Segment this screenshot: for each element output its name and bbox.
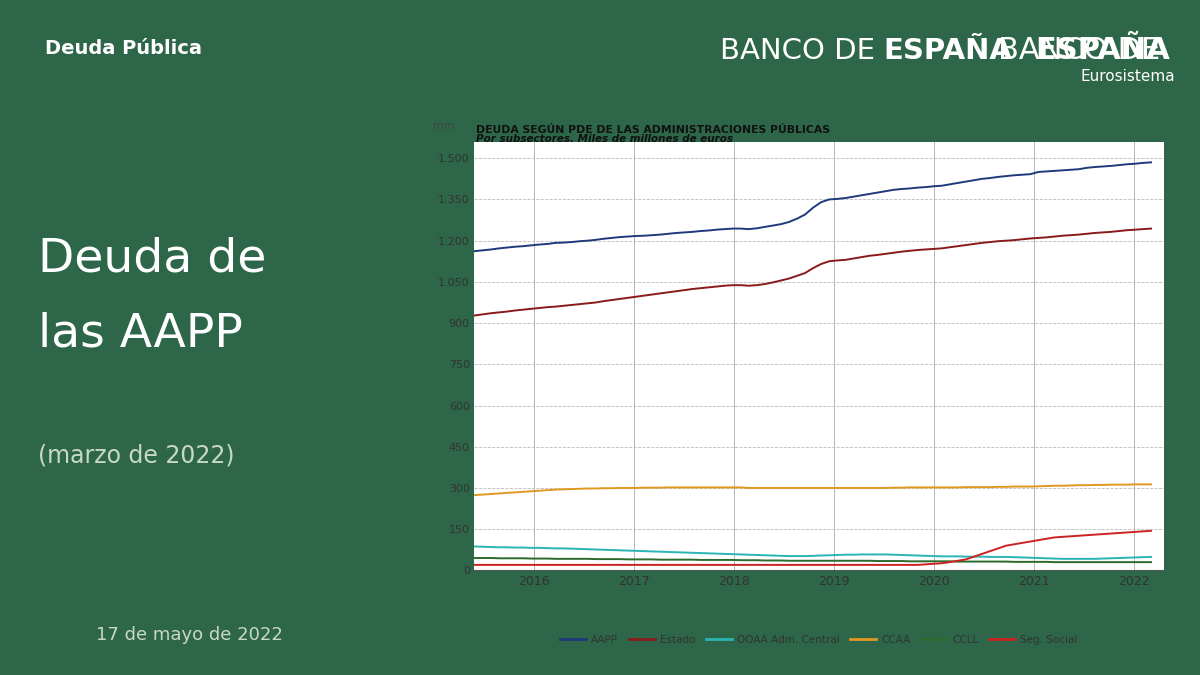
Text: mm: mm	[433, 121, 455, 131]
Text: DEUDA SEGÚN PDE DE LAS ADMINISTRACIONES PÚBLICAS: DEUDA SEGÚN PDE DE LAS ADMINISTRACIONES …	[476, 125, 830, 135]
Text: ESPAÑA: ESPAÑA	[883, 36, 1012, 65]
Text: Eurosistema: Eurosistema	[1081, 69, 1175, 84]
Text: BANCO DE: BANCO DE	[998, 36, 1170, 65]
Text: ESPAÑA: ESPAÑA	[1036, 36, 1170, 65]
Text: las AAPP: las AAPP	[38, 312, 242, 357]
Text: BANCO DE: BANCO DE	[720, 36, 884, 65]
Text: Por subsectores. Miles de millones de euros: Por subsectores. Miles de millones de eu…	[476, 134, 733, 144]
Text: (marzo de 2022): (marzo de 2022)	[38, 443, 234, 468]
Text: 17 de mayo de 2022: 17 de mayo de 2022	[96, 626, 282, 643]
Text: Deuda de: Deuda de	[38, 237, 266, 282]
Text: Deuda Pública: Deuda Pública	[46, 39, 203, 59]
Legend: AAPP, Estado, OOAA Adm. Central, CCAA, CCLL, Seg. Social: AAPP, Estado, OOAA Adm. Central, CCAA, C…	[556, 630, 1082, 649]
